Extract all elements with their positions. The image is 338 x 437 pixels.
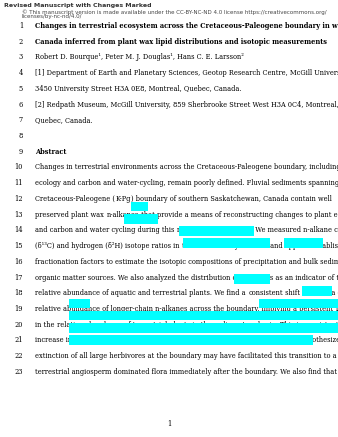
Text: ) boundary of southern Saskatchewan, Canada contain well: ) boundary of southern Saskatchewan, Can… <box>131 195 332 203</box>
Text: Revised Manuscript with Changes Marked: Revised Manuscript with Changes Marked <box>4 3 151 8</box>
Text: 18: 18 <box>15 289 23 297</box>
Text: 1: 1 <box>167 420 171 428</box>
Text: 16: 16 <box>15 258 23 266</box>
Text: 2: 2 <box>19 38 23 45</box>
Text: relative abundance of terrestrial plants in the sedimentary basin.: relative abundance of terrestrial plants… <box>55 321 280 329</box>
Text: two sedimentary sections: two sedimentary sections <box>182 242 268 250</box>
Text: (δ¹³C) and hydrogen (δ²H) isotope ratios in: (δ¹³C) and hydrogen (δ²H) isotope ratios… <box>35 242 182 250</box>
Text: 10: 10 <box>15 163 23 171</box>
Text: Canada inferred from plant wax lipid distributions and isotopic measurements: Canada inferred from plant wax lipid dis… <box>35 38 328 45</box>
Text: Quebec, Canada.: Quebec, Canada. <box>35 116 93 124</box>
Text: © This manuscript version is made available under the CC-BY-NC-ND 4.0 license ht: © This manuscript version is made availa… <box>22 10 327 15</box>
Text: 22: 22 <box>15 352 23 360</box>
Text: 13: 13 <box>15 211 23 218</box>
Text: This is consistent with an: This is consistent with an <box>280 321 338 329</box>
Text: consistent: consistent <box>248 289 283 297</box>
Text: increase: increase <box>336 305 338 313</box>
Text: . We measured n-alkane carbon: . We measured n-alkane carbon <box>251 226 338 234</box>
Text: shift towards a greater: shift towards a greater <box>283 289 338 297</box>
Text: Changes in terrestrial environments across the Cretaceous-Paleogene boundary, in: Changes in terrestrial environments acro… <box>35 163 338 171</box>
Text: 11: 11 <box>15 179 23 187</box>
Text: and applied: and applied <box>268 242 312 250</box>
Text: 3450 University Street H3A 0E8, Montreal, Quebec, Canada.: 3450 University Street H3A 0E8, Montreal… <box>35 85 242 93</box>
Text: K-Pg: K-Pg <box>116 195 131 203</box>
Text: 4: 4 <box>19 69 23 77</box>
Text: 1: 1 <box>19 22 23 30</box>
Text: Robert D. Bourque¹, Peter M. J. Douglas¹, Hans C. E. Larsson²: Robert D. Bourque¹, Peter M. J. Douglas¹… <box>35 53 244 61</box>
Text: that provide a means of reconstructing changes to plant ecology: that provide a means of reconstructing c… <box>139 211 338 218</box>
Text: 6: 6 <box>19 101 23 108</box>
Text: n-alkanes: n-alkanes <box>106 211 139 218</box>
Text: 17: 17 <box>15 274 23 281</box>
Text: extinction of all large herbivores at the boundary may have facilitated this tra: extinction of all large herbivores at th… <box>35 352 337 360</box>
Text: 5: 5 <box>19 85 23 93</box>
Text: increase in birch and elm palynomoprhs immediately above the boundary. We hypoth: increase in birch and elm palynomoprhs i… <box>35 336 338 344</box>
Text: preserved plant wax: preserved plant wax <box>35 211 106 218</box>
Text: fractionation factors to estimate the isotopic compositions of precipitation and: fractionation factors to estimate the is… <box>35 258 338 266</box>
Text: 20: 20 <box>15 321 23 329</box>
Text: established: established <box>312 242 338 250</box>
Text: 19: 19 <box>15 305 23 313</box>
Text: 9: 9 <box>19 148 23 156</box>
Text: We also find that the: We also find that the <box>279 368 338 376</box>
Text: mass extinction event: mass extinction event <box>177 226 251 234</box>
Text: 23: 23 <box>15 368 23 376</box>
Text: [2] Redpath Museum, McGill University, 859 Sherbrooke Street West H3A 0C4, Montr: [2] Redpath Museum, McGill University, 8… <box>35 101 338 108</box>
Text: relative abundance of longer-chain n-alkanes across the boundary, implying a per: relative abundance of longer-chain n-alk… <box>35 305 336 313</box>
Text: in the: in the <box>35 321 55 329</box>
Text: Cretaceous-Paleogene (: Cretaceous-Paleogene ( <box>35 195 116 203</box>
Text: 15: 15 <box>15 242 23 250</box>
Text: 7: 7 <box>19 116 23 124</box>
Text: terrestrial angiosperm dominated flora immediately after the boundary.: terrestrial angiosperm dominated flora i… <box>35 368 279 376</box>
Text: 3: 3 <box>19 53 23 61</box>
Text: Abstract: Abstract <box>35 148 67 156</box>
Text: ecology and carbon and water-cycling, remain poorly defined. Fluvial sediments s: ecology and carbon and water-cycling, re… <box>35 179 338 187</box>
Text: and carbon and water cycling during this: and carbon and water cycling during this <box>35 226 177 234</box>
Text: [1] Department of Earth and Planetary Sciences, Geotop Research Centre, McGill U: [1] Department of Earth and Planetary Sc… <box>35 69 338 77</box>
Text: 8: 8 <box>19 132 23 140</box>
Text: licenses/by-nc-nd/4.0/: licenses/by-nc-nd/4.0/ <box>22 14 82 19</box>
Text: relative abundance of aquatic and terrestrial plants. We find a: relative abundance of aquatic and terres… <box>35 289 248 297</box>
Text: 14: 14 <box>14 226 23 234</box>
Text: 21: 21 <box>15 336 23 344</box>
Text: 12: 12 <box>15 195 23 203</box>
Text: organic matter sources. We also analyzed the distribution of n-alkanes as an ind: organic matter sources. We also analyzed… <box>35 274 338 281</box>
Text: Changes in terrestrial ecosystem across the Cretaceous-Paleogene boundary in wes: Changes in terrestrial ecosystem across … <box>35 22 338 30</box>
